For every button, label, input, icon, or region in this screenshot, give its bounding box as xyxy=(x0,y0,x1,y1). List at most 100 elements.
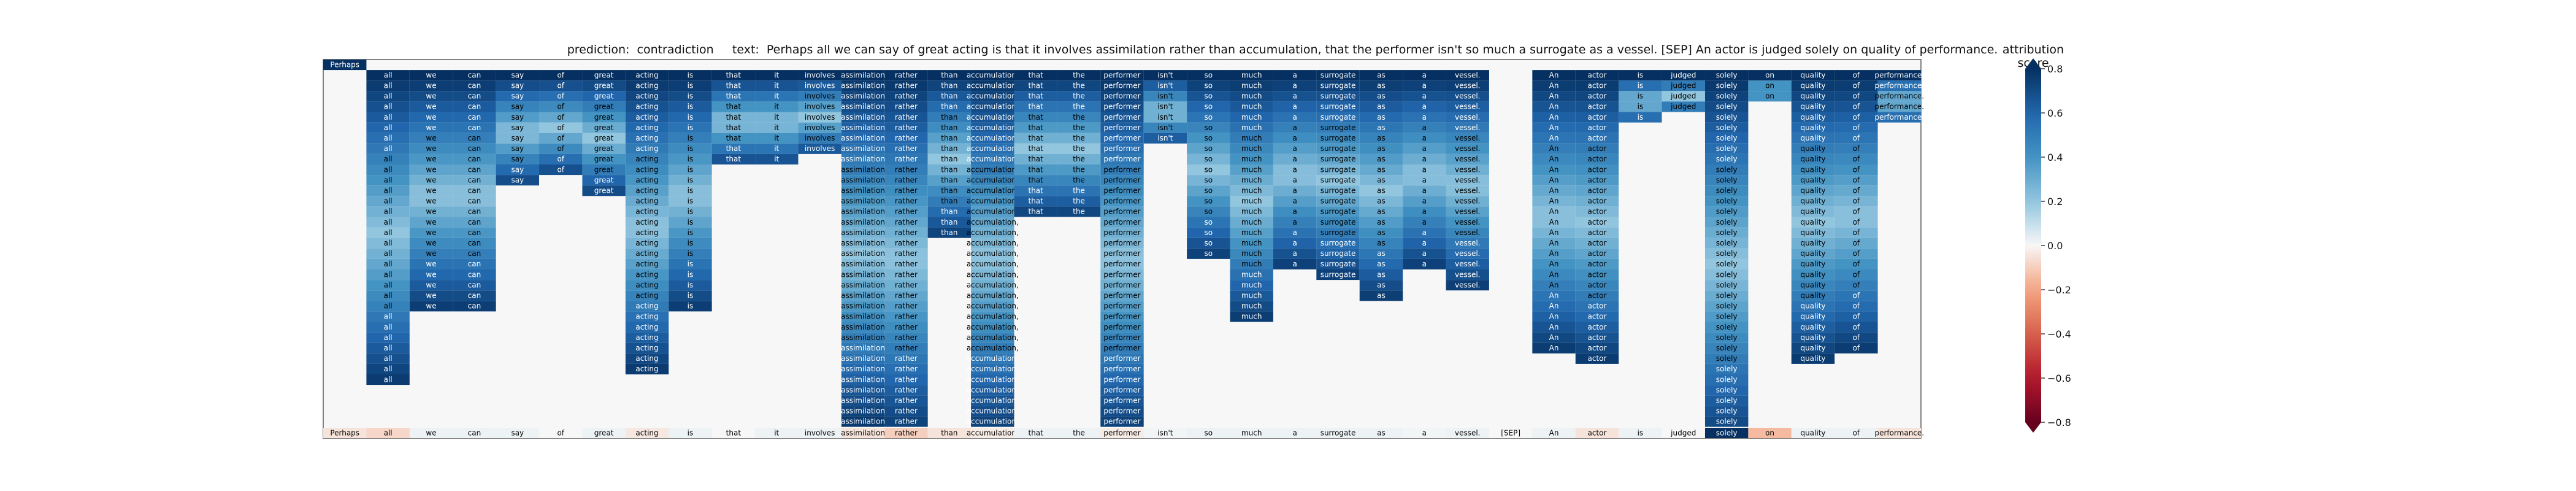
heatmap-cell xyxy=(884,406,928,417)
cell-token-label: rather xyxy=(895,407,918,416)
heatmap-cell xyxy=(366,238,410,249)
heatmap-cell xyxy=(1230,217,1273,228)
heatmap-cell xyxy=(1575,101,1619,112)
cell-token-label: assimilation xyxy=(841,228,885,237)
cell-token-label: the xyxy=(1073,71,1085,79)
heatmap-cell xyxy=(1748,91,1792,102)
heatmap-cell xyxy=(453,301,496,312)
cell-token-label: we xyxy=(426,292,436,300)
heatmap-cell xyxy=(1230,311,1273,322)
heatmap-cell xyxy=(841,395,885,406)
cell-token-label: a xyxy=(1422,228,1427,237)
cell-token-label: performer xyxy=(1103,323,1140,331)
cell-token-label: that xyxy=(1029,134,1044,142)
cell-token-label: so xyxy=(1205,82,1213,90)
cell-token-label: than xyxy=(941,82,957,90)
heatmap-cell xyxy=(496,101,540,112)
heatmap-cell xyxy=(582,175,626,186)
heatmap-cell xyxy=(1834,185,1878,196)
heatmap-cell xyxy=(669,122,712,133)
cell-token-label: much xyxy=(1241,260,1262,268)
cell-token-label: than xyxy=(941,155,957,163)
heatmap-cell xyxy=(1316,143,1360,154)
heatmap-cell xyxy=(625,143,669,154)
attribution-cell xyxy=(496,428,540,438)
cell-token-label: all xyxy=(384,113,393,122)
heatmap-cell xyxy=(1532,258,1576,269)
cell-token-label: so xyxy=(1205,123,1213,132)
heatmap-cell xyxy=(711,143,756,154)
heatmap-cell xyxy=(884,374,928,385)
heatmap-cell xyxy=(366,153,410,164)
heatmap-cell xyxy=(669,280,712,291)
cell-token-label: as xyxy=(1377,260,1386,268)
cell-token-label: much xyxy=(1241,239,1262,247)
attribution-token-label: involves xyxy=(805,429,835,438)
cell-token-label: acting xyxy=(635,207,658,216)
cell-token-label: of xyxy=(1853,344,1860,352)
cell-token-label: of xyxy=(1853,270,1860,279)
heatmap-cell xyxy=(1575,91,1619,102)
heatmap-cell xyxy=(496,164,540,176)
heatmap-cell xyxy=(366,206,410,217)
heatmap-cell xyxy=(1704,185,1749,196)
heatmap-cell xyxy=(625,70,669,81)
heatmap-cell xyxy=(1704,290,1749,301)
cell-token-label: as xyxy=(1377,92,1386,101)
heatmap-cell xyxy=(1704,196,1749,207)
heatmap-cell xyxy=(971,353,1014,364)
heatmap-cell xyxy=(1316,269,1360,280)
cell-token-label: a xyxy=(1422,92,1427,101)
cell-token-label: assimilation xyxy=(841,270,885,279)
cell-token-label: a xyxy=(1422,102,1427,111)
cell-token-label: quality xyxy=(1800,280,1825,289)
heatmap-cell xyxy=(1791,185,1835,196)
cell-token-label: assimilation xyxy=(841,102,885,111)
attribution-cell xyxy=(366,428,410,438)
cell-token-label: isn't xyxy=(1157,82,1173,90)
cell-token-label: assimilation xyxy=(841,113,885,122)
cell-token-label: acting xyxy=(635,365,658,373)
attribution-cell xyxy=(798,428,841,438)
heatmap-cell xyxy=(884,206,928,217)
heatmap-cell xyxy=(1403,112,1446,123)
cell-token-label: vessel. xyxy=(1455,218,1481,226)
cell-token-label: performer xyxy=(1103,302,1140,311)
cell-token-label: of xyxy=(557,71,564,79)
cell-token-label: acting xyxy=(635,102,658,111)
heatmap-cell xyxy=(1834,342,1878,354)
cell-token-label: solely xyxy=(1716,354,1738,363)
heatmap-cell xyxy=(366,280,410,291)
attribution-cell xyxy=(1489,428,1533,438)
heatmap-cell xyxy=(1575,112,1619,123)
cell-token-label: much xyxy=(1241,176,1262,184)
attribution-token-label: judged xyxy=(1670,429,1696,438)
heatmap-cell xyxy=(1704,112,1749,123)
cell-token-label: performer xyxy=(1103,113,1140,122)
cell-token-label: solely xyxy=(1716,228,1738,237)
heatmap-cell xyxy=(1834,164,1878,176)
cell-token-label: the xyxy=(1073,102,1085,111)
cell-token-label: of xyxy=(557,134,564,142)
heatmap-cell xyxy=(841,385,885,396)
cell-token-label: accumulation, xyxy=(967,292,1019,300)
heatmap-cell xyxy=(1273,122,1317,133)
attribution-cell xyxy=(1532,428,1576,438)
cell-token-label: all xyxy=(384,228,393,237)
heatmap-cell xyxy=(453,153,496,164)
cell-token-label: solely xyxy=(1716,102,1738,111)
cell-token-label: accumulation, xyxy=(967,396,1019,405)
cell-token-label: as xyxy=(1377,249,1386,258)
heatmap-cell xyxy=(971,70,1014,81)
heatmap-cell xyxy=(1187,133,1230,144)
cell-token-label: assimilation xyxy=(841,375,885,384)
heatmap-cell xyxy=(625,342,669,354)
heatmap-cell xyxy=(1316,112,1360,123)
heatmap-cell xyxy=(1100,374,1144,385)
heatmap-cell xyxy=(1187,122,1230,133)
cell-token-label: actor xyxy=(1587,123,1606,132)
cell-token-label: quality xyxy=(1800,344,1825,352)
heatmap-cell xyxy=(971,112,1014,123)
attribution-token-label: than xyxy=(941,429,957,438)
heatmap-cell xyxy=(884,227,928,238)
